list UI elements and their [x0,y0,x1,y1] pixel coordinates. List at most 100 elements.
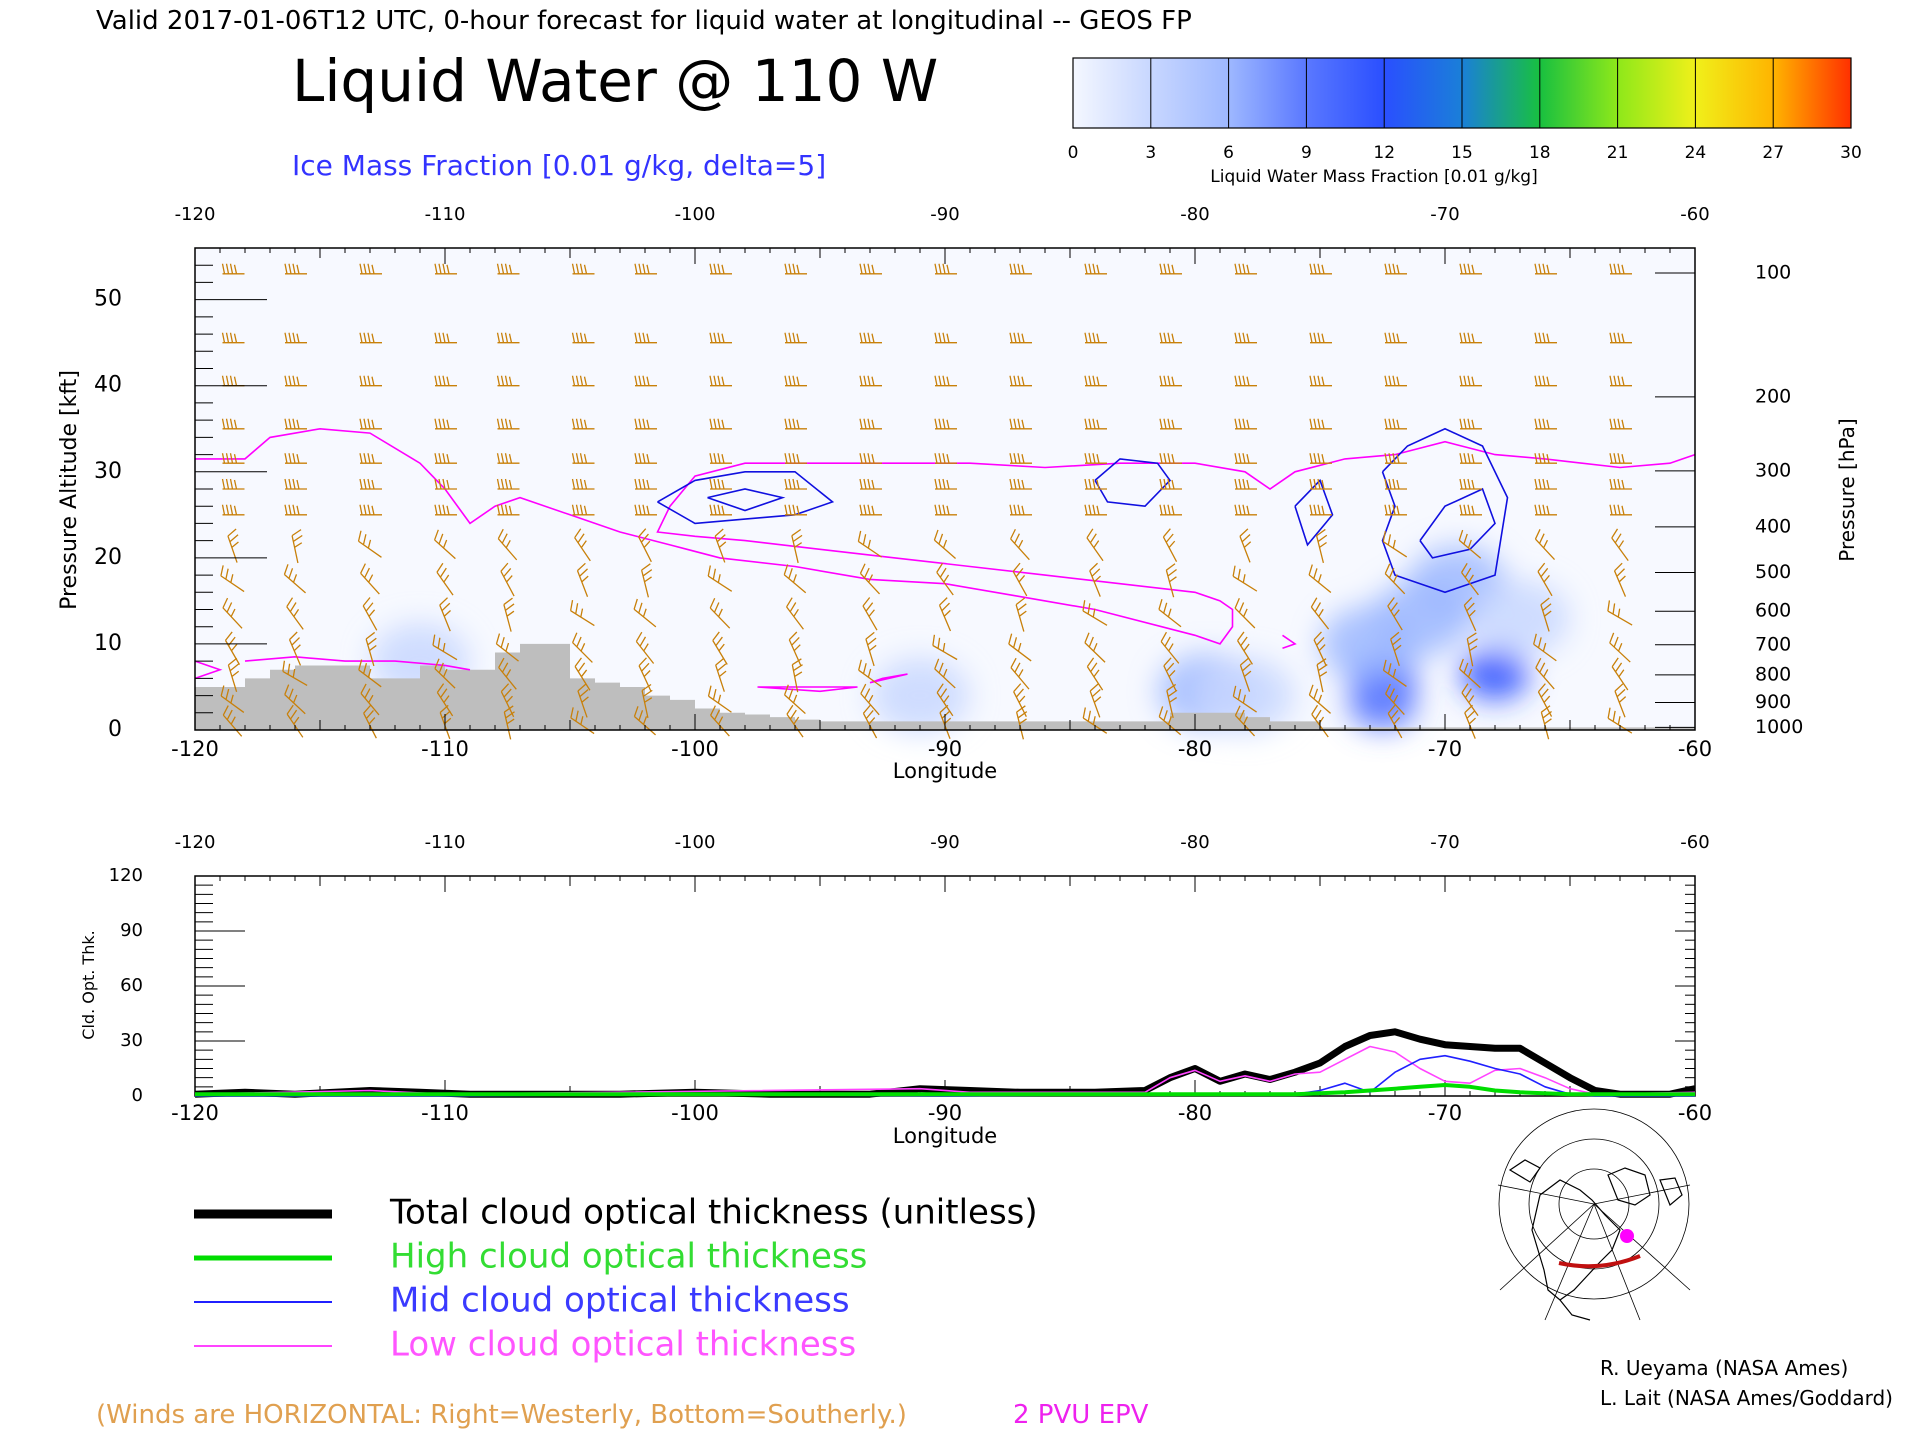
wind-barb [284,478,307,490]
wind-barb [709,375,732,387]
wind-barb [496,263,520,275]
wind-barb [284,418,307,430]
wind-barb [1382,530,1408,558]
wind-barb [1009,504,1032,516]
wind-barb [1159,375,1182,387]
wind-barb-glyph [865,631,877,667]
y-tick-label: 40 [94,373,122,398]
wind-barb-glyph [1315,528,1328,564]
x-tick-label: -80 [1178,737,1212,761]
wind-barb [1310,597,1330,630]
wind-barb-glyph [709,597,731,629]
pv-contour-line [757,686,858,693]
wind-barb-glyph [1309,418,1332,430]
wind-barb-glyph [862,597,878,631]
wind-barb-glyph [1159,478,1182,490]
wind-barb-glyph [712,631,728,665]
wind-barb-glyph [1309,332,1332,344]
wind-barb [571,478,595,490]
wind-barb [1159,418,1182,430]
wind-barb [1084,332,1107,344]
map-graticule [1497,1108,1691,1321]
wind-barb-glyph [1158,598,1182,628]
wind-barb-glyph [709,504,732,516]
wind-barb-glyph [1384,504,1407,516]
wind-barb [1382,659,1407,687]
wind-barb-glyph [1234,598,1256,629]
wind-barb [365,631,377,667]
wind-barb [1237,631,1253,665]
wind-barb [572,632,593,663]
wind-barb [1086,657,1104,691]
wind-barb-glyph [1310,597,1330,630]
wind-barb [221,332,245,344]
y2-tick-label: 300 [1755,459,1791,481]
wind-barb-glyph [359,478,382,490]
wind-barb-glyph [859,263,882,275]
y-axis-label: Pressure Altitude [kft] [57,370,82,610]
wind-barb-glyph [1309,453,1332,464]
wind-barb-glyph [434,263,457,275]
legend-label-mid: Mid cloud optical thickness [390,1281,850,1321]
y-tick-label: 10 [94,631,122,656]
wind-barb-glyph [434,418,457,430]
wind-barb-glyph [1232,685,1257,713]
wind-barb [1466,632,1478,667]
wind-barb [1463,597,1477,632]
wind-barb-glyph [788,631,802,666]
wind-barb-glyph [434,478,457,490]
wind-barb [1166,683,1178,718]
wind-barb [1537,562,1553,597]
winds-note: (Winds are HORIZONTAL: Right=Westerly, B… [96,1400,907,1430]
wind-barb-glyph [357,530,382,558]
wind-barb-glyph [859,418,882,430]
wind-barb [859,332,882,344]
wind-barb [859,478,882,490]
wind-barb-glyph [934,504,957,516]
wind-barb [1384,504,1407,516]
wind-barb [1009,418,1032,430]
wind-barb [1232,565,1258,592]
wind-barb [1163,657,1177,692]
wind-barb-glyph [498,657,517,690]
wind-barb [1009,453,1032,464]
colorbar-ticks: 0 3 6 9 12 15 18 21 24 27 30 [1068,143,1862,163]
wind-barb [436,683,454,717]
wind-barb-glyph [707,565,733,592]
wind-barb-glyph [1459,332,1482,344]
x2-tick-label-top: -80 [1180,832,1209,853]
wind-barb-glyph [436,562,454,596]
wind-barb-glyph [221,263,245,275]
wind-barb-glyph [1534,478,1557,490]
x2-tick-label: -100 [671,1101,719,1125]
wind-barb [634,332,657,344]
wind-barb-glyph [784,418,807,430]
wind-barb [1459,478,1482,490]
wind-barb [634,375,657,387]
x-tick-label-top: -60 [1680,204,1709,225]
x-axis-label: Longitude [893,759,997,783]
wind-barb [786,597,804,630]
wind-barb [284,263,307,275]
wind-barb-glyph [1159,418,1182,430]
wind-barb [1013,683,1027,717]
wind-barb-glyph [1084,504,1107,516]
wind-barb [288,631,302,666]
wind-barb-glyph [1162,528,1178,562]
wind-barb-glyph [362,597,378,631]
wind-barb [1384,478,1407,490]
wind-barb-glyph [1609,263,1632,275]
wind-barb [577,683,589,718]
wind-barb-glyph [709,453,732,464]
wind-barb-glyph [934,658,956,689]
pv-contour-line [869,673,908,684]
wind-barb-glyph [1609,478,1632,490]
wind-barb-glyph [859,563,881,595]
y2-tick-label: 400 [1755,515,1791,537]
wind-barb-glyph [434,332,457,344]
colorbar: 0 3 6 9 12 15 18 21 24 27 30 Liquid Water Mass Fra… [1068,57,1862,187]
legend: Total cloud optical thickness (unitless)… [194,1193,1038,1365]
wind-barb [1609,478,1632,490]
wind-barb-glyph [1384,332,1407,344]
pv-label: 2 PVU EPV [1013,1400,1149,1430]
